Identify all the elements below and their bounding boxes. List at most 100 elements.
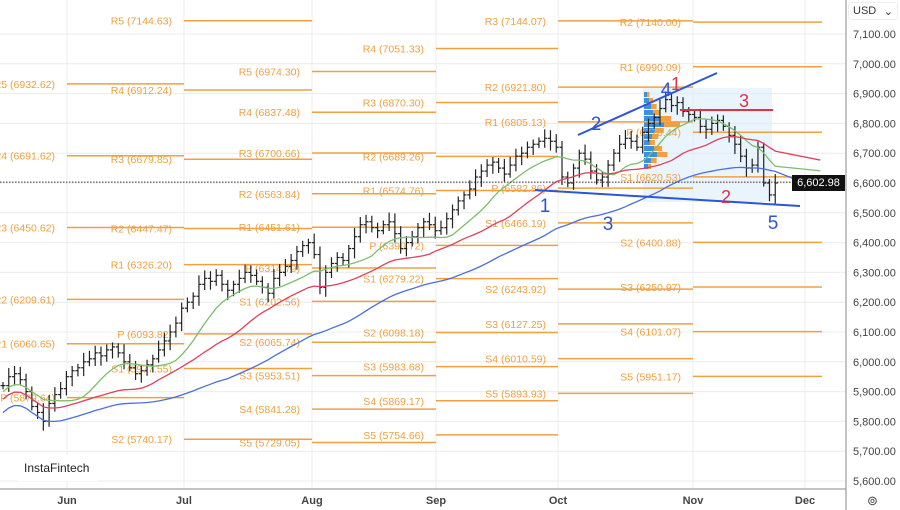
pivot-label-r1: R1 (6060.65) [0, 339, 55, 351]
ohlc-bar [772, 174, 778, 204]
upper-trendline [577, 72, 718, 136]
ohlc-bar [173, 316, 179, 338]
pivot-label-s2: S2 (5740.17) [111, 434, 172, 446]
y-tick-label: 5,700.00 [853, 446, 896, 458]
ohlc-bar [190, 292, 196, 310]
ohlc-bar [294, 245, 300, 270]
pivot-label-r2: R2 (6209.61) [0, 294, 55, 306]
pivot-label-r2: R2 (7140.00) [620, 17, 681, 29]
currency-selector[interactable]: USD ⌄ [848, 2, 898, 20]
ohlc-bar [40, 403, 46, 431]
ohlc-bar [542, 129, 548, 148]
ohlc-bar [184, 297, 190, 313]
ohlc-bar [363, 214, 369, 234]
pivot-label-s3: S3 (5983.68) [363, 362, 424, 374]
ohlc-bar [703, 118, 709, 139]
y-tick-label: 6,000.00 [853, 357, 896, 369]
y-tick-label: 6,600.00 [853, 178, 896, 190]
pivot-label-s4: S4 (6101.07) [620, 327, 681, 339]
ohlc-bar [109, 342, 115, 359]
ohlc-bar [484, 159, 490, 178]
ohlc-bar [75, 363, 81, 377]
ohlc-bar [761, 142, 767, 187]
settings-gear-icon[interactable]: ⊚ [867, 493, 878, 508]
volume-profile-bar [664, 122, 680, 127]
y-tick-label: 6,100.00 [853, 327, 896, 339]
pivot-label-r3: R3 (6450.62) [0, 223, 55, 235]
ohlc-bar [311, 233, 317, 259]
ohlc-bar [565, 171, 571, 188]
ohlc-bar [455, 196, 461, 216]
volume-profile-bar [644, 110, 653, 115]
ohlc-bar [392, 213, 398, 243]
pivot-label-p: P (6770.44) [626, 127, 681, 139]
ohlc-bar [444, 212, 450, 235]
volume-profile-bar [644, 146, 654, 151]
ohlc-bar [236, 269, 242, 293]
volume-profile-bar [651, 104, 657, 109]
pivot-label-r3: R3 (6679.85) [111, 154, 172, 166]
ma-fast-line [2, 117, 821, 402]
volume-profile-bar [647, 92, 650, 97]
y-tick-label: 6,200.00 [853, 297, 896, 309]
ma-mid-line [2, 136, 821, 409]
x-tick-label: Sep [426, 495, 446, 507]
volume-profile-bar [649, 98, 653, 103]
pivot-label-s3: S3 (6127.25) [485, 319, 546, 331]
x-tick-label: Jul [176, 495, 192, 507]
ohlc-bar [271, 269, 277, 299]
ohlc-bar [0, 382, 6, 390]
ohlc-bar [386, 212, 392, 231]
pivot-label-s4: S4 (6010.59) [485, 354, 546, 366]
ohlc-bar [697, 108, 703, 134]
y-tick-label: 6,500.00 [853, 208, 896, 220]
pivot-label-r5: R5 (6974.30) [239, 66, 300, 78]
ohlc-bar [588, 151, 594, 180]
pivot-label-s5: S5 (5729.05) [239, 438, 300, 450]
brand-logo: InstaFintech [18, 455, 98, 481]
ohlc-bar [231, 280, 237, 297]
ohlc-bar [340, 253, 346, 265]
pivot-label-s2: S2 (6065.74) [239, 337, 300, 349]
ohlc-bar [461, 191, 467, 210]
pivot-label-s2: S2 (6243.92) [485, 284, 546, 296]
ohlc-bar [86, 350, 92, 367]
volume-profile-bar [644, 104, 651, 109]
y-tick-label: 5,800.00 [853, 416, 896, 428]
pivot-label-s5: S5 (5893.93) [485, 388, 546, 400]
ohlc-bar [398, 226, 404, 254]
volume-profile-bar [651, 158, 657, 163]
pivot-label-s2: S2 (6400.88) [620, 237, 681, 249]
currency-value: USD [853, 5, 877, 17]
y-tick-label: 6,700.00 [853, 148, 896, 160]
ohlc-bar [219, 270, 225, 292]
ohlc-bar [421, 217, 427, 237]
lower-trendline [534, 189, 801, 207]
ohlc-bar [323, 265, 329, 297]
ohlc-bar [63, 371, 69, 396]
y-tick-label: 6,800.00 [853, 118, 896, 130]
pivot-label-s4: S4 (5841.28) [239, 404, 300, 416]
wave-label-red: 2 [721, 187, 731, 207]
ohlc-bar [553, 134, 559, 153]
pivot-label-s1: S1 (6279.22) [363, 274, 424, 286]
ohlc-bar [357, 216, 363, 243]
pivot-label-s5: S5 (5754.66) [363, 430, 424, 442]
ohlc-bar [478, 164, 484, 187]
ohlc-bar [282, 258, 288, 277]
pivot-label-r4: R4 (6912.24) [111, 85, 172, 97]
ohlc-bar [58, 382, 64, 399]
ohlc-bar [634, 134, 640, 151]
ohlc-bar [547, 130, 553, 151]
ohlc-bar [473, 169, 479, 197]
ohlc-bar [403, 236, 409, 257]
ohlc-bar [69, 365, 75, 387]
pivot-label-r2: R2 (6447.47) [111, 223, 172, 235]
x-tick-label: Dec [795, 495, 815, 507]
volume-profile-bar [657, 152, 668, 157]
ohlc-bar [496, 157, 502, 173]
volume-profile-bar [650, 140, 655, 145]
ohlc-bar [161, 332, 167, 357]
ohlc-bar [426, 212, 432, 231]
